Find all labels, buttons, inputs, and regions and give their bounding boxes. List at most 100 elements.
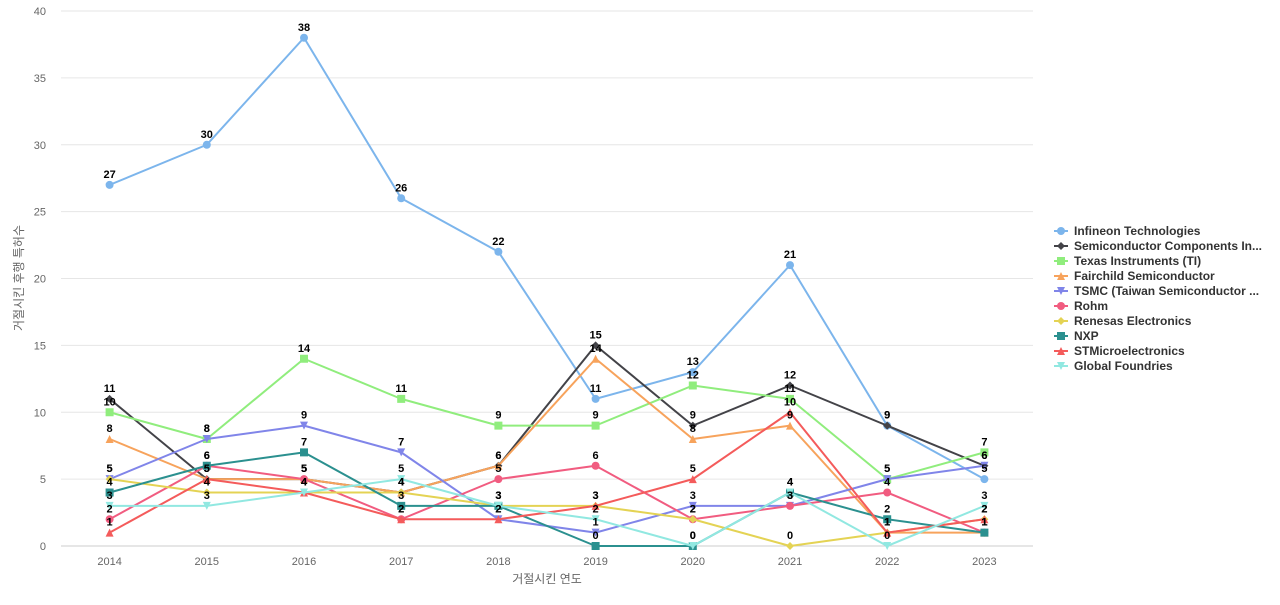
data-label: 38 <box>298 22 310 34</box>
data-point <box>202 475 211 484</box>
data-label: 4 <box>398 477 405 489</box>
legend-marker <box>1057 287 1065 295</box>
legend-item: Rohm <box>1054 299 1108 313</box>
legend-label: Renesas Electronics <box>1074 314 1192 328</box>
series-line <box>109 478 985 547</box>
y-tick-label: 25 <box>34 207 46 219</box>
data-label: 2 <box>690 503 696 515</box>
data-label: 6 <box>593 450 599 462</box>
data-label: 5 <box>884 463 890 475</box>
legend-label: Global Foundries <box>1074 359 1173 373</box>
data-label: 22 <box>492 236 504 248</box>
data-point <box>786 542 794 550</box>
data-label: 1 <box>884 517 890 529</box>
data-label: 1 <box>981 517 987 529</box>
y-axis-title: 거절시킨 후행 특허수 <box>11 225 26 331</box>
x-tick-label: 2014 <box>97 556 121 568</box>
data-label: 21 <box>784 249 796 261</box>
data-point <box>688 475 697 484</box>
data-point <box>105 501 114 510</box>
x-tick-label: 2017 <box>389 556 413 568</box>
data-point <box>202 461 211 470</box>
legend-item: Global Foundries <box>1054 359 1173 373</box>
data-point <box>397 475 406 484</box>
data-point <box>786 488 794 497</box>
series-line <box>109 36 985 481</box>
data-point <box>786 394 794 403</box>
data-point <box>397 448 406 457</box>
data-label: 8 <box>204 423 210 435</box>
data-label: 5 <box>690 463 696 475</box>
data-point <box>786 381 794 390</box>
series-0 <box>105 33 989 484</box>
data-label: 15 <box>589 329 601 341</box>
data-label: 3 <box>495 490 501 502</box>
data-label: 3 <box>787 490 793 502</box>
y-tick-label: 10 <box>34 407 46 419</box>
data-label: 12 <box>687 370 699 382</box>
data-label: 2 <box>398 503 404 515</box>
data-label: 2 <box>107 503 113 515</box>
data-point <box>786 501 794 510</box>
data-label: 6 <box>981 450 987 462</box>
data-label: 2 <box>495 503 501 515</box>
data-point <box>105 394 114 403</box>
data-label: 3 <box>593 490 599 502</box>
data-label: 9 <box>301 410 307 422</box>
data-label: 7 <box>398 436 404 448</box>
data-point <box>688 368 697 377</box>
series-7 <box>105 448 989 550</box>
data-label: 4 <box>787 477 794 489</box>
data-label: 9 <box>884 410 890 422</box>
legend-label: Infineon Technologies <box>1074 224 1201 238</box>
data-point <box>202 501 211 510</box>
legend-item: Infineon Technologies <box>1054 224 1201 238</box>
legend-marker <box>1057 317 1065 325</box>
legend-label: STMicroelectronics <box>1074 344 1185 358</box>
data-point <box>883 542 892 550</box>
data-point <box>202 140 211 149</box>
data-label: 5 <box>301 463 307 475</box>
legend-marker <box>1057 362 1065 370</box>
data-label: 7 <box>301 436 307 448</box>
legend-label: TSMC (Taiwan Semiconductor ... <box>1074 284 1259 298</box>
data-label: 1 <box>593 517 599 529</box>
data-label: 3 <box>107 490 113 502</box>
data-point <box>397 515 406 524</box>
data-label: 2 <box>593 503 599 515</box>
data-point <box>883 515 892 524</box>
data-point <box>494 475 503 484</box>
x-tick-label: 2016 <box>292 556 316 568</box>
data-label: 1 <box>884 517 890 529</box>
series-layer <box>105 33 989 550</box>
data-label: 5 <box>398 463 404 475</box>
data-label: 1 <box>884 517 890 529</box>
data-label: 5 <box>301 463 307 475</box>
data-label: 9 <box>884 410 890 422</box>
data-label: 3 <box>495 490 501 502</box>
data-point <box>105 488 114 497</box>
legend-item: TSMC (Taiwan Semiconductor ... <box>1054 284 1259 298</box>
data-label: 1 <box>981 517 987 529</box>
data-label: 2 <box>981 503 987 515</box>
x-tick-label: 2022 <box>875 556 899 568</box>
data-point <box>688 421 697 430</box>
legend-label: Texas Instruments (TI) <box>1074 254 1201 268</box>
data-label: 0 <box>690 530 696 542</box>
data-point <box>105 180 114 189</box>
data-label: 3 <box>690 490 696 502</box>
data-label: 9 <box>787 410 793 422</box>
data-point <box>883 488 892 497</box>
legend-label: NXP <box>1074 329 1099 343</box>
legend-item: Fairchild Semiconductor <box>1054 269 1215 283</box>
data-label: 4 <box>204 477 211 489</box>
data-label: 4 <box>787 477 794 489</box>
data-label: 9 <box>495 410 501 422</box>
data-point <box>688 542 697 550</box>
data-point <box>980 448 989 457</box>
legend-marker <box>1057 242 1065 250</box>
data-label: 9 <box>690 410 696 422</box>
data-label: 6 <box>495 450 501 462</box>
data-point <box>494 421 503 430</box>
data-label: 30 <box>201 129 213 141</box>
